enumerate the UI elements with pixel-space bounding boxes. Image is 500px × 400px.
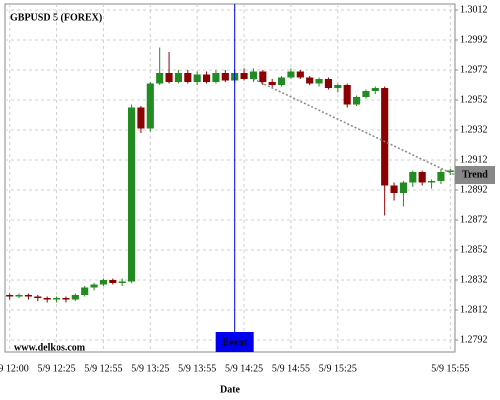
candle-body [43, 298, 51, 300]
candle-body [306, 77, 314, 84]
x-tick-label: 5/9 12:25 [38, 363, 76, 374]
y-tick-label: 1.2932 [460, 124, 488, 135]
candle-body [259, 71, 267, 82]
y-tick-label: 1.3012 [460, 4, 488, 15]
candle-body [81, 287, 89, 295]
candle-body [296, 71, 304, 78]
x-tick-label: 5/9 12:55 [84, 363, 122, 374]
candle-body [128, 107, 136, 282]
candle-body [184, 73, 192, 82]
watermark: www.delkos.com [14, 342, 86, 353]
candle-body [212, 73, 220, 82]
candle-body [249, 71, 257, 79]
x-tick-label: 5/9 14:25 [225, 363, 263, 374]
y-tick-label: 1.2972 [460, 64, 488, 75]
candle-body [137, 107, 145, 129]
y-tick-label: 1.2952 [460, 94, 488, 105]
event-label-box [215, 332, 254, 352]
candle-body [446, 170, 454, 172]
candle-body [334, 85, 342, 88]
candle-body [24, 295, 32, 297]
trend-label: Trend [462, 169, 488, 180]
candle-body [203, 74, 211, 82]
candle-body [428, 181, 436, 183]
candle-body [437, 172, 445, 181]
y-tick-label: 1.2892 [460, 184, 488, 195]
candle-body [156, 73, 164, 84]
y-tick-label: 1.2832 [460, 274, 488, 285]
y-tick-label: 1.2992 [460, 34, 488, 45]
candle-body [399, 182, 407, 193]
y-tick-label: 1.2792 [460, 334, 488, 345]
candle-body [193, 74, 201, 82]
y-tick-label: 1.2872 [460, 214, 488, 225]
event-label: Event [222, 337, 248, 348]
candle-body [409, 172, 417, 183]
candle-body [362, 91, 370, 97]
candle-body [371, 88, 379, 91]
candle-body [240, 73, 248, 79]
candle-body [268, 82, 276, 85]
x-tick-label: 5/9 13:25 [131, 363, 169, 374]
candle-body [62, 298, 70, 300]
x-tick-label: 5/9 14:55 [272, 363, 310, 374]
trend-label-box [455, 166, 495, 184]
y-tick-label: 1.2852 [460, 244, 488, 255]
candle-body [174, 73, 182, 82]
candle-body [165, 73, 173, 82]
x-tick-label: 5/9 15:25 [319, 363, 357, 374]
candle-body [418, 172, 426, 183]
candle-body [146, 83, 154, 129]
x-axis-label: Date [220, 384, 241, 395]
candle-body [381, 88, 389, 186]
candle-body [71, 295, 79, 300]
candle-body [221, 73, 229, 81]
candle-body [15, 295, 23, 297]
candle-body [287, 71, 295, 78]
candle-body [315, 79, 323, 84]
x-tick-label: 5/9 15:55 [431, 363, 469, 374]
candle-body [109, 280, 117, 283]
y-tick-label: 1.2912 [460, 154, 488, 165]
candle-body [34, 296, 42, 298]
x-tick-label: 5/9 12:00 [0, 363, 29, 374]
candle-body [324, 79, 332, 88]
candle-body [343, 85, 351, 105]
y-tick-label: 1.2812 [460, 304, 488, 315]
x-tick-label: 5/9 13:55 [178, 363, 216, 374]
candle-body [90, 284, 98, 288]
trend-line [253, 78, 456, 176]
candle-body [118, 281, 126, 283]
candle-body [278, 77, 286, 85]
candle-body [99, 280, 107, 285]
candle-body [390, 185, 398, 193]
candle-body [6, 295, 14, 297]
candle-body [353, 97, 361, 105]
candle-body [53, 298, 61, 300]
plot-area [4, 3, 456, 353]
